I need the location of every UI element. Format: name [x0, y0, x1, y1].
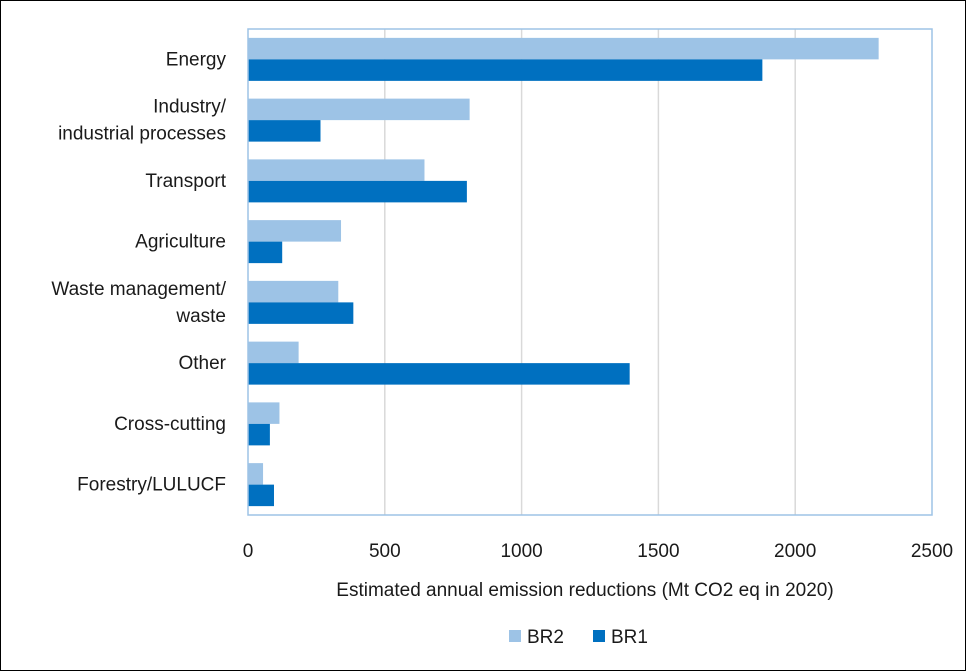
bar-br1-1 [248, 120, 321, 142]
category-label: Waste management/ [51, 279, 226, 300]
x-tick-label: 2500 [911, 541, 953, 562]
legend: BR2 BR1 [509, 627, 648, 648]
legend-label-br1: BR1 [611, 627, 648, 648]
category-label: Transport [145, 171, 226, 192]
category-label: Agriculture [135, 232, 226, 253]
bar-br1-7 [248, 484, 274, 507]
bar-br2-2 [248, 159, 425, 181]
category-label: Cross-cutting [114, 414, 226, 435]
bars [248, 37, 879, 507]
x-tick-label: 1000 [500, 541, 542, 562]
bar-br1-0 [248, 59, 763, 81]
category-labels: Energy Industry/industrial processes Trans… [51, 49, 226, 495]
category-label: Industry/ [153, 97, 227, 118]
x-axis-title: Estimated annual emission reductions (Mt… [336, 580, 833, 601]
category-label: waste [175, 306, 226, 327]
legend-label-br2: BR2 [527, 627, 564, 648]
bar-br2-0 [248, 37, 879, 60]
category-label: Other [178, 353, 226, 374]
x-tick-label: 2000 [774, 541, 816, 562]
legend-swatch-br2 [509, 630, 521, 642]
x-tick-label: 500 [369, 541, 401, 562]
bar-br2-4 [248, 280, 339, 303]
category-label: industrial processes [58, 124, 226, 145]
bar-br1-4 [248, 302, 354, 324]
gridlines [384, 29, 796, 515]
bar-br2-7 [248, 463, 264, 485]
category-label: Energy [166, 49, 227, 70]
bar-br2-6 [248, 402, 280, 424]
x-tick-label: 1500 [637, 541, 679, 562]
bar-br2-3 [248, 220, 342, 242]
bar-br1-3 [248, 241, 283, 264]
bar-br1-6 [248, 423, 270, 446]
x-tick-label: 0 [243, 541, 254, 562]
bar-br2-1 [248, 98, 470, 121]
bar-br1-5 [248, 363, 630, 385]
category-label: Forestry/LULUCF [77, 475, 226, 496]
x-tick-labels: 0 500 1000 1500 2000 2500 [243, 541, 953, 562]
bar-br2-5 [248, 341, 299, 364]
legend-swatch-br1 [593, 630, 605, 642]
plot-area-border [247, 28, 933, 516]
bar-br1-2 [248, 180, 467, 203]
